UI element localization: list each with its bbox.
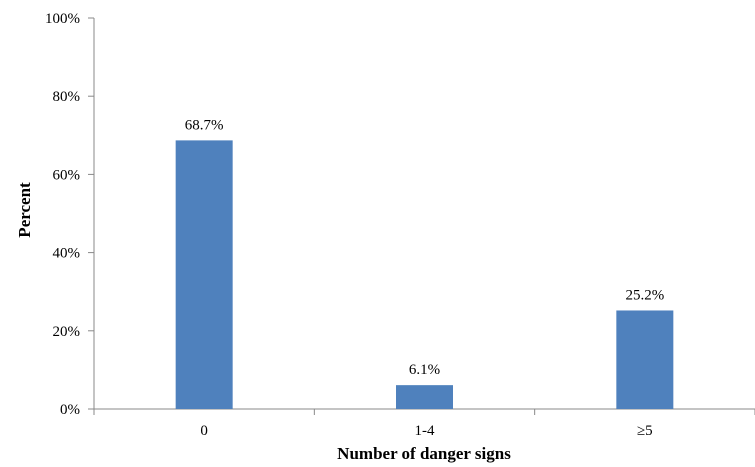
y-tick-label: 80% [53,89,81,105]
bars [175,140,674,409]
bar-3 [616,310,674,409]
x-tick-label: 0 [200,423,208,439]
y-tick-label: 0% [60,402,80,418]
bar-2 [396,385,453,409]
y-axis: 0% 20% 40% 60% 80% 100% [45,11,95,418]
y-axis-title: Percent [15,182,34,238]
y-tick-label: 20% [53,324,81,340]
bar-data-label: 68.7% [185,117,224,133]
x-axis-title: Number of danger signs [337,444,511,463]
y-tick-label: 40% [53,246,81,262]
bar-data-label: 6.1% [409,362,440,378]
bar-data-label: 25.2% [625,287,664,303]
y-tick-label: 100% [45,11,80,27]
x-tick-label: ≥5 [637,423,653,439]
x-tick-label: 1-4 [415,423,435,439]
bar-1 [175,140,233,409]
x-axis: 0 1-4 ≥5 [93,408,755,439]
y-tick-label: 60% [53,167,81,183]
data-labels: 68.7% 6.1% 25.2% [185,117,664,378]
